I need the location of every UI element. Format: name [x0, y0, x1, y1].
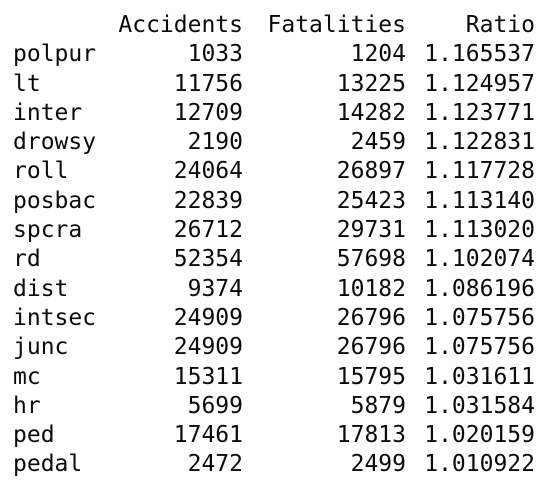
- table-row: ped 17461 17813 1.020159: [0, 421, 549, 450]
- table-row: drowsy 2190 2459 1.122831: [0, 128, 549, 157]
- accidents-value: 26712: [173, 217, 243, 244]
- ratio-value: 1.075756: [424, 304, 535, 331]
- table-row: lt 11756 13225 1.124957: [0, 70, 549, 99]
- table-row: spcra 26712 29731 1.113020: [0, 216, 549, 245]
- row-name: spcra: [13, 217, 83, 244]
- fatalities-value: 13225: [336, 70, 406, 97]
- accidents-value: 22839: [173, 187, 243, 214]
- ratio-value: 1.086196: [424, 275, 535, 302]
- row-name: pedal: [13, 451, 83, 478]
- accidents-value: 12709: [173, 99, 243, 126]
- ratio-value: 1.031584: [424, 392, 535, 419]
- table-row: intsec 24909 26796 1.075756: [0, 304, 549, 333]
- table-row: dist 9374 10182 1.086196: [0, 275, 549, 304]
- table-row: mc 15311 15795 1.031611: [0, 363, 549, 392]
- row-name: ped: [13, 422, 55, 449]
- ratio-value: 1.102074: [424, 246, 535, 273]
- ratio-value: 1.075756: [424, 334, 535, 361]
- fatalities-value: 26796: [336, 334, 406, 361]
- fatalities-value: 2459: [350, 129, 406, 156]
- fatalities-value: 14282: [336, 99, 406, 126]
- ratio-value: 1.165537: [424, 41, 535, 68]
- table-body: polpur 1033 1204 1.165537 lt 11756 13225 1.1249…: [0, 40, 549, 479]
- fatalities-value: 15795: [336, 363, 406, 390]
- fatalities-value: 25423: [336, 187, 406, 214]
- table-row: polpur 1033 1204 1.165537: [0, 40, 549, 69]
- ratio-value: 1.020159: [424, 422, 535, 449]
- accidents-value: 24909: [173, 334, 243, 361]
- accidents-value: 9374: [187, 275, 243, 302]
- ratio-value: 1.123771: [424, 99, 535, 126]
- accidents-value: 15311: [173, 363, 243, 390]
- fatalities-value: 57698: [336, 246, 406, 273]
- table-row: posbac 22839 25423 1.113140: [0, 187, 549, 216]
- fatalities-value: 2499: [350, 451, 406, 478]
- accidents-value: 1033: [187, 41, 243, 68]
- accidents-value: 52354: [173, 246, 243, 273]
- row-name: rd: [13, 246, 41, 273]
- ratio-value: 1.113020: [424, 217, 535, 244]
- row-name: polpur: [13, 41, 97, 68]
- column-header-ratio: Ratio: [465, 12, 535, 38]
- table-row: pedal 2472 2499 1.010922: [0, 450, 549, 479]
- fatalities-value: 10182: [336, 275, 406, 302]
- fatalities-value: 17813: [336, 422, 406, 449]
- row-name: junc: [13, 334, 69, 361]
- ratio-value: 1.113140: [424, 187, 535, 214]
- table-row: junc 24909 26796 1.075756: [0, 333, 549, 362]
- row-name: roll: [13, 158, 69, 185]
- accidents-value: 2190: [187, 129, 243, 156]
- ratio-value: 1.031611: [424, 363, 535, 390]
- column-header-accidents: Accidents: [118, 12, 243, 38]
- row-name: inter: [13, 99, 83, 126]
- table-row: inter 12709 14282 1.123771: [0, 99, 549, 128]
- fatalities-value: 29731: [336, 217, 406, 244]
- ratio-value: 1.117728: [424, 158, 535, 185]
- accidents-value: 17461: [173, 422, 243, 449]
- row-name: mc: [13, 363, 41, 390]
- fatalities-value: 5879: [350, 392, 406, 419]
- accidents-value: 24909: [173, 304, 243, 331]
- row-name: dist: [13, 275, 69, 302]
- table-row: rd 52354 57698 1.102074: [0, 245, 549, 274]
- accidents-value: 2472: [187, 451, 243, 478]
- row-name: intsec: [13, 304, 97, 331]
- table-row: hr 5699 5879 1.031584: [0, 392, 549, 421]
- accidents-value: 5699: [187, 392, 243, 419]
- table-row: roll 24064 26897 1.117728: [0, 157, 549, 186]
- accidents-value: 11756: [173, 70, 243, 97]
- fatalities-value: 1204: [350, 41, 406, 68]
- fatalities-value: 26796: [336, 304, 406, 331]
- table-header: Accidents Fatalities Ratio: [0, 11, 549, 40]
- ratio-value: 1.122831: [424, 129, 535, 156]
- ratio-value: 1.124957: [424, 70, 535, 97]
- column-header-fatalities: Fatalities: [267, 12, 406, 38]
- row-name: hr: [13, 392, 41, 419]
- row-name: drowsy: [13, 129, 97, 156]
- accidents-value: 24064: [173, 158, 243, 185]
- row-name: lt: [13, 70, 41, 97]
- fatalities-value: 26897: [336, 158, 406, 185]
- row-name: posbac: [13, 187, 97, 214]
- ratio-value: 1.010922: [424, 451, 535, 478]
